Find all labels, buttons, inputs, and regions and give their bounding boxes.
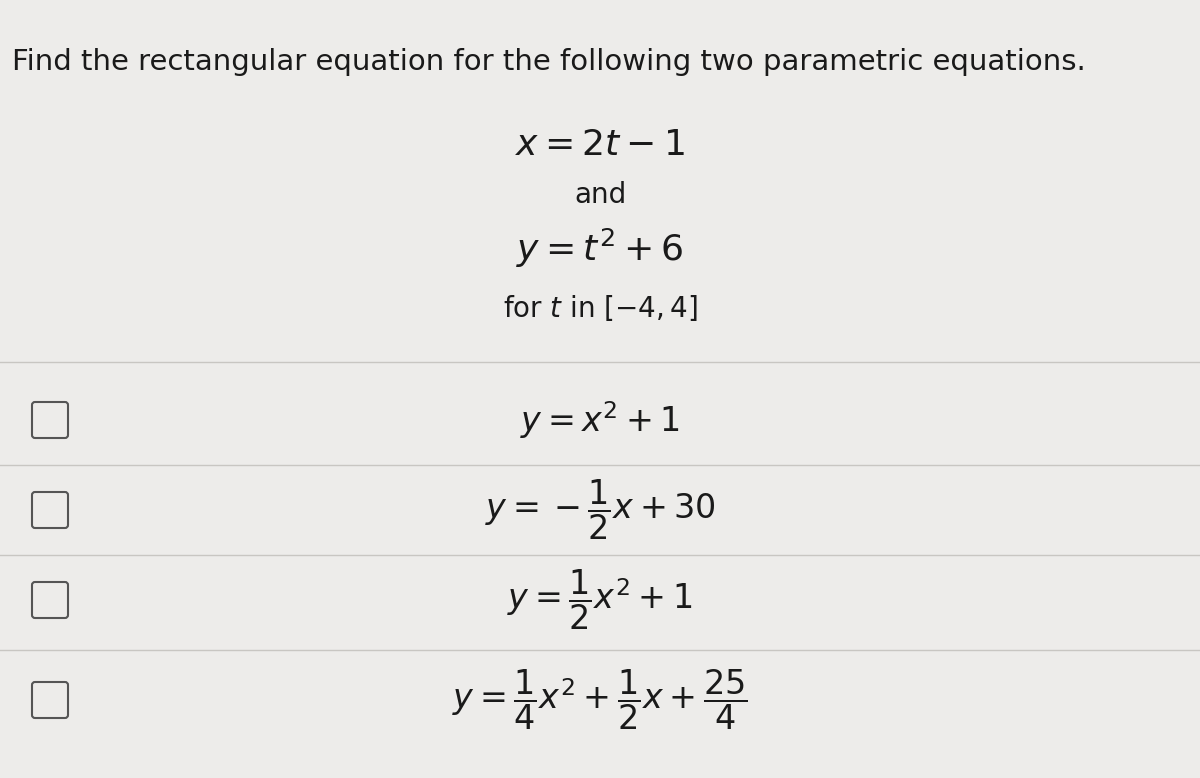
FancyBboxPatch shape [32,402,68,438]
Text: for $t$ in $[-4,4]$: for $t$ in $[-4,4]$ [503,293,697,323]
Text: $y = \dfrac{1}{2}x^2 + 1$: $y = \dfrac{1}{2}x^2 + 1$ [508,568,692,633]
Text: $x = 2t - 1$: $x = 2t - 1$ [515,128,685,162]
FancyBboxPatch shape [32,492,68,528]
Text: $y = -\dfrac{1}{2}x + 30$: $y = -\dfrac{1}{2}x + 30$ [485,478,715,542]
FancyBboxPatch shape [32,582,68,618]
Text: and: and [574,181,626,209]
Text: $y = x^2 + 1$: $y = x^2 + 1$ [520,399,680,441]
Text: $y = \dfrac{1}{4}x^2 + \dfrac{1}{2}x + \dfrac{25}{4}$: $y = \dfrac{1}{4}x^2 + \dfrac{1}{2}x + \… [452,668,748,732]
Text: Find the rectangular equation for the following two parametric equations.: Find the rectangular equation for the fo… [12,48,1086,76]
FancyBboxPatch shape [32,682,68,718]
Text: $y = t^2 + 6$: $y = t^2 + 6$ [516,226,684,270]
